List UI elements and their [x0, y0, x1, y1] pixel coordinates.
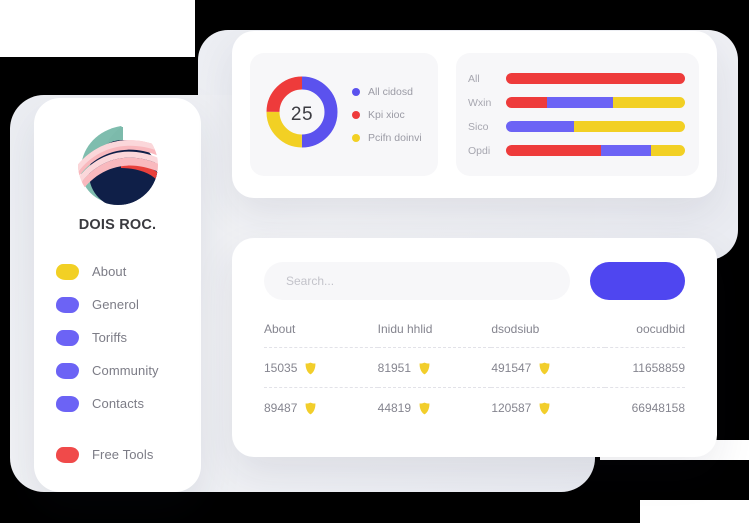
bar-row-wxin: Wxin: [468, 97, 685, 109]
shield-icon: [419, 402, 430, 414]
table-cell-value: 491547: [491, 361, 532, 375]
sidebar-item-label: Toriffs: [92, 330, 128, 345]
bullet-dot-icon: [56, 395, 79, 412]
legend-label: All cidosd: [368, 85, 413, 98]
search-input[interactable]: [264, 262, 570, 300]
bullet-dot-icon: [56, 446, 79, 463]
sidebar-item-label: About: [92, 264, 127, 279]
table-cell-value: 81951: [377, 361, 412, 375]
search-submit-button[interactable]: [590, 262, 685, 300]
table-row[interactable]: 89487 44819 12: [264, 388, 685, 428]
leaf-circle-logo-icon: [77, 125, 158, 205]
bullet-dot-icon: [56, 296, 79, 313]
bar-label: Sico: [468, 120, 489, 133]
bar-chart-panel: All Wxin Sico Opdi: [456, 53, 699, 176]
legend-item-kpi-xioc: Kpi xioc: [352, 109, 422, 121]
sidebar-item-generol[interactable]: Generol: [56, 288, 201, 321]
data-table: About Inidu hhlid dsodsiub oocudbid 1503…: [264, 322, 685, 427]
bar-segment-pcifn-doinvi: [574, 121, 685, 132]
legend-item-pcifn-doinvi: Pcifn doinvi: [352, 132, 422, 144]
search-row: [264, 262, 685, 300]
bullet-dot-icon: [56, 329, 79, 346]
table-column-header-oocudbid[interactable]: oocudbid: [604, 322, 685, 348]
table-cell-value: 44819: [377, 401, 412, 415]
sidebar-item-label: Contacts: [92, 396, 145, 411]
sidebar: DOIS ROC. About Generol Toriffs Communit…: [34, 98, 201, 492]
legend-dot-icon: [352, 87, 360, 96]
bar-segment-all-cidosd: [600, 145, 651, 156]
table-cell: 89487: [264, 388, 378, 428]
table-header-row: About Inidu hhlid dsodsiub oocudbid: [264, 322, 685, 348]
sidebar-item-free-tools[interactable]: Free Tools: [56, 438, 201, 471]
backdrop-plate-bottom-right: [640, 500, 749, 523]
sidebar-item-about[interactable]: About: [56, 255, 201, 288]
sidebar-item-toriffs[interactable]: Toriffs: [56, 321, 201, 354]
legend-item-all-cidosd: All cidosd: [352, 86, 422, 98]
table-cell: 44819: [378, 388, 492, 428]
table-cell: 15035: [264, 347, 378, 388]
donut-slice-pcifn-doinvi: [266, 76, 338, 148]
bar-row-all: All: [468, 73, 685, 85]
table-cell: 491547: [491, 347, 605, 388]
bar-segment-pcifn-doinvi: [651, 145, 685, 156]
table-cell: 120587: [491, 388, 605, 428]
bar-track: [506, 145, 685, 156]
donut-legend: All cidosd Kpi xioc Pcifn doinvi: [352, 86, 422, 144]
shield-icon: [539, 362, 550, 374]
bar-row-opdi: Opdi: [468, 145, 685, 157]
table-cell-value: 89487: [264, 401, 298, 415]
bar-segment-kpi-xioc: [506, 97, 548, 108]
logo: [34, 124, 201, 206]
bar-segment-pcifn-doinvi: [613, 97, 685, 108]
table-column-header-inidu[interactable]: Inidu hhlid: [377, 322, 492, 348]
donut-chart: 25: [264, 74, 340, 155]
legend-label: Kpi xioc: [368, 108, 405, 121]
sidebar-item-label: Generol: [92, 297, 139, 312]
table-column-header-about[interactable]: About: [264, 322, 378, 348]
bullet-dot-icon: [56, 362, 79, 379]
table-row[interactable]: 15035 81951 49: [264, 347, 685, 388]
table-cell-value: 120587: [491, 401, 532, 415]
sidebar-item-community[interactable]: Community: [56, 354, 201, 387]
bar-row-sico: Sico: [468, 121, 685, 133]
bar-label: Opdi: [468, 144, 491, 157]
table-column-header-dsodsiub[interactable]: dsodsiub: [491, 322, 605, 348]
table-cell-value: 15035: [264, 361, 298, 375]
bar-track: [506, 73, 685, 84]
legend-dot-icon: [352, 110, 360, 119]
shield-icon: [419, 362, 430, 374]
table-cell: 11658859: [604, 347, 685, 388]
bar-label: All: [468, 72, 480, 85]
sidebar-nav: About Generol Toriffs Community Contacts…: [34, 255, 201, 471]
shield-icon: [305, 362, 316, 374]
shield-icon: [539, 402, 550, 414]
backdrop-plate-top-left: [0, 0, 195, 57]
bar-segment-all-cidosd: [506, 121, 575, 132]
sidebar-item-label: Free Tools: [92, 447, 154, 462]
bar-segment-all-cidosd: [547, 97, 614, 108]
sidebar-item-label: Community: [92, 363, 159, 378]
bar-track: [506, 97, 685, 108]
donut-center-value: 25: [290, 103, 314, 125]
sidebar-item-contacts[interactable]: Contacts: [56, 387, 201, 420]
shield-icon: [305, 402, 316, 414]
donut-slice-kpi-xioc: [266, 76, 338, 148]
bar-label: Wxin: [468, 96, 492, 109]
legend-label: Pcifn doinvi: [368, 131, 422, 144]
charts-card: 25 All cidosd Kpi xioc Pcifn doinvi All: [232, 31, 717, 198]
donut-chart-svg: [266, 76, 338, 148]
bullet-dot-icon: [56, 263, 79, 280]
brand-title: DOIS ROC.: [78, 217, 157, 233]
legend-dot-icon: [352, 133, 360, 142]
table-card: About Inidu hhlid dsodsiub oocudbid 1503…: [232, 238, 717, 457]
bar-segment-kpi-xioc: [506, 73, 685, 84]
bar-track: [506, 121, 685, 132]
table-cell: 66948158: [631, 401, 685, 415]
bar-segment-kpi-xioc: [506, 145, 601, 156]
donut-chart-panel: 25 All cidosd Kpi xioc Pcifn doinvi: [250, 53, 438, 176]
table-cell: 81951: [377, 347, 492, 388]
